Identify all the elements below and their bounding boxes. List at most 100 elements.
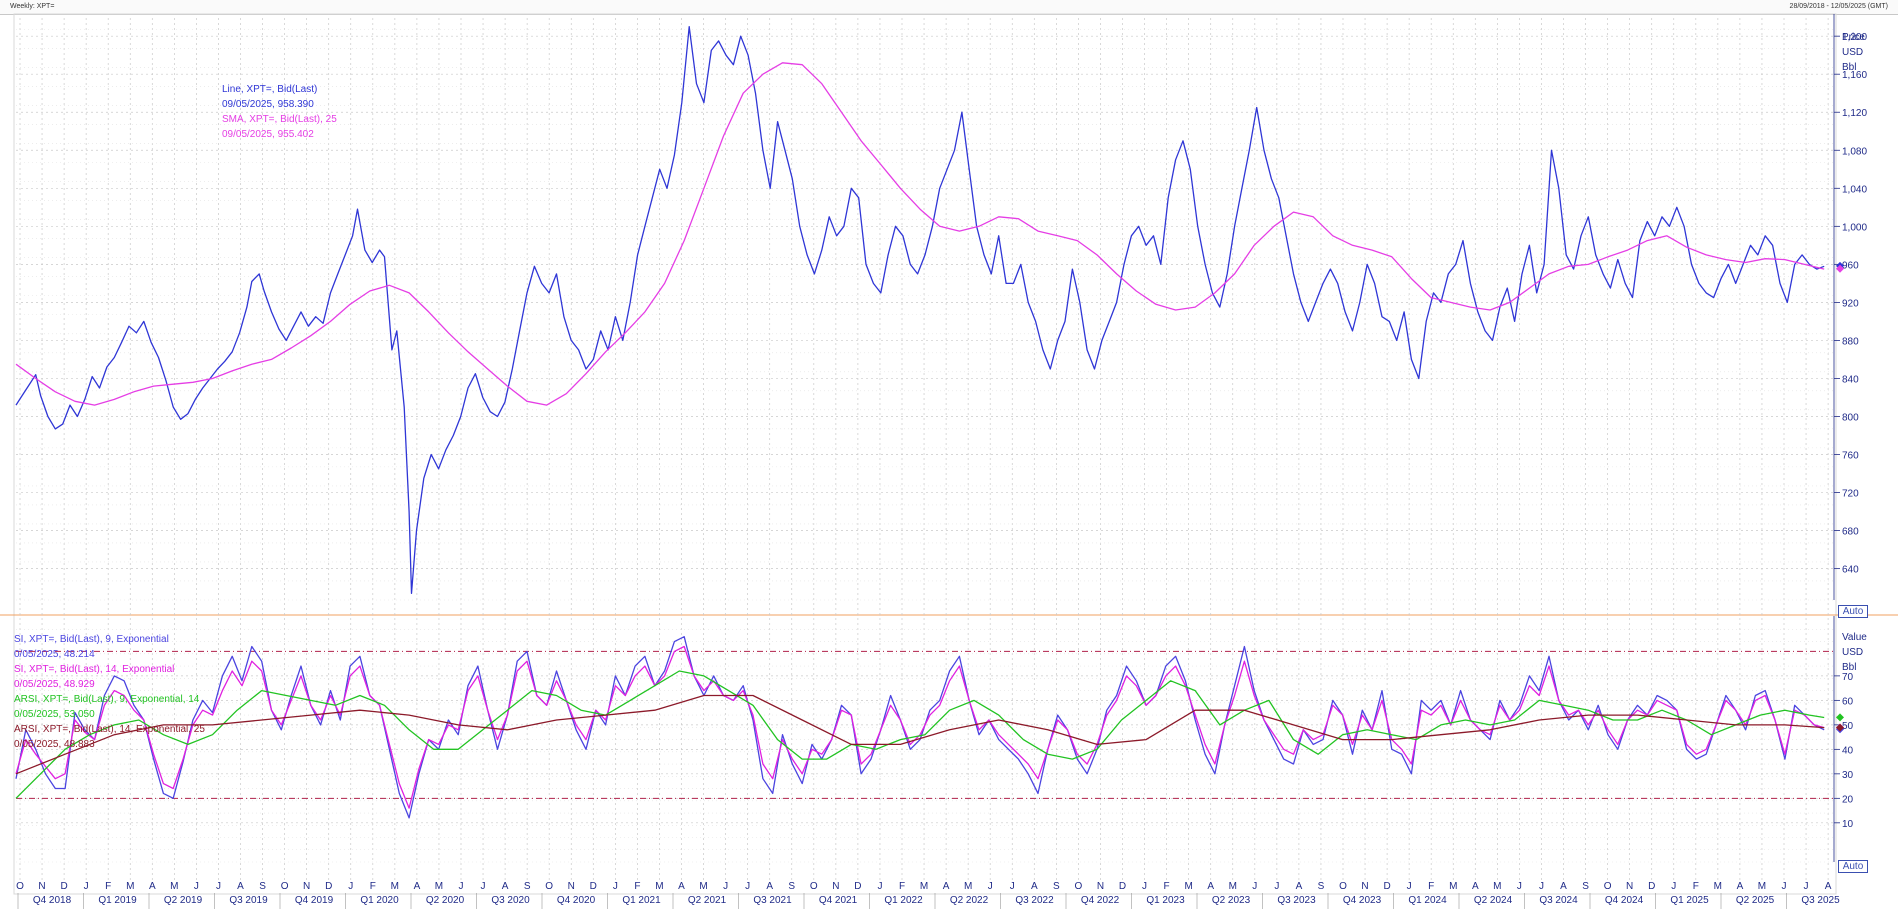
x-month-label: J bbox=[348, 881, 353, 892]
x-month-label: N bbox=[568, 881, 575, 892]
x-month-label: M bbox=[435, 881, 443, 892]
y-tick-label: 10 bbox=[1842, 819, 1854, 830]
legend-entry-value: 09/05/2025, 955.402 bbox=[222, 129, 314, 140]
x-month-label: S bbox=[1053, 881, 1060, 892]
y-tick-label: 1,000 bbox=[1842, 222, 1867, 233]
x-month-label: O bbox=[1604, 881, 1612, 892]
legend-entry-value: 0/05/2025, 48.214 bbox=[14, 649, 95, 660]
x-month-label: A bbox=[1737, 881, 1744, 892]
y-axis-unit-label: Price bbox=[1842, 32, 1865, 43]
legend-entry-value: 0/05/2025, 48.883 bbox=[14, 739, 95, 750]
y-tick-label: 1,160 bbox=[1842, 70, 1867, 81]
x-quarter-label: Q4 2021 bbox=[819, 895, 858, 906]
x-month-label: N bbox=[1626, 881, 1633, 892]
x-month-label: M bbox=[1758, 881, 1766, 892]
y-tick-label: 800 bbox=[1842, 412, 1859, 423]
y-tick-label: 20 bbox=[1842, 794, 1854, 805]
x-month-label: D bbox=[1383, 881, 1390, 892]
x-month-label: N bbox=[832, 881, 839, 892]
x-quarter-label: Q4 2022 bbox=[1081, 895, 1120, 906]
x-month-label: J bbox=[723, 881, 728, 892]
x-month-label: A bbox=[943, 881, 950, 892]
y-axis-unit-label: Value bbox=[1842, 632, 1867, 643]
series-line-price-1 bbox=[15, 62, 1825, 406]
x-quarter-label: Q1 2022 bbox=[884, 895, 923, 906]
x-month-label: D bbox=[590, 881, 597, 892]
last-value-marker bbox=[1836, 713, 1844, 722]
x-quarter-label: Q4 2023 bbox=[1343, 895, 1382, 906]
chart-title: Weekly: XPT= bbox=[10, 3, 55, 10]
legend-entry-value: 09/05/2025, 958.390 bbox=[222, 99, 314, 110]
x-month-label: J bbox=[613, 881, 618, 892]
x-quarter-label: Q3 2020 bbox=[491, 895, 530, 906]
x-month-label: N bbox=[1361, 881, 1368, 892]
y-tick-label: 30 bbox=[1842, 770, 1854, 781]
y-tick-label: 880 bbox=[1842, 336, 1859, 347]
x-month-label: A bbox=[1472, 881, 1479, 892]
x-month-label: M bbox=[655, 881, 663, 892]
y-tick-label: 1,200 bbox=[1842, 32, 1867, 43]
x-month-label: A bbox=[149, 881, 156, 892]
x-month-label: M bbox=[1714, 881, 1722, 892]
date-range: 28/09/2018 - 12/05/2025 (GMT) bbox=[1789, 3, 1888, 10]
legend-entry-name: SMA, XPT=, Bid(Last), 25 bbox=[222, 114, 337, 125]
x-month-label: M bbox=[1449, 881, 1457, 892]
x-month-label: M bbox=[391, 881, 399, 892]
x-quarter-label: Q1 2025 bbox=[1670, 895, 1709, 906]
x-month-label: J bbox=[988, 881, 993, 892]
x-month-label: M bbox=[1184, 881, 1192, 892]
x-month-label: J bbox=[1804, 881, 1809, 892]
x-month-label: F bbox=[1428, 881, 1434, 892]
x-month-label: J bbox=[84, 881, 89, 892]
x-month-label: D bbox=[60, 881, 67, 892]
y-tick-label: 1,040 bbox=[1842, 184, 1867, 195]
y-axis-unit-label: Bbl bbox=[1842, 62, 1856, 73]
x-quarter-label: Q3 2022 bbox=[1015, 895, 1054, 906]
x-quarter-label: Q2 2022 bbox=[950, 895, 989, 906]
x-month-label: D bbox=[1648, 881, 1655, 892]
x-month-label: D bbox=[325, 881, 332, 892]
x-month-label: M bbox=[170, 881, 178, 892]
legend-entry-name: SI, XPT=, Bid(Last), 9, Exponential bbox=[14, 634, 169, 645]
x-quarter-label: Q3 2023 bbox=[1277, 895, 1316, 906]
x-quarter-label: Q1 2023 bbox=[1146, 895, 1185, 906]
x-quarter-label: Q3 2024 bbox=[1539, 895, 1578, 906]
x-month-label: A bbox=[1296, 881, 1303, 892]
x-month-label: J bbox=[745, 881, 750, 892]
series-line-rsi-0 bbox=[15, 636, 1825, 819]
x-month-label: M bbox=[699, 881, 707, 892]
x-month-label: F bbox=[105, 881, 111, 892]
x-month-label: O bbox=[16, 881, 24, 892]
legend-entry-name: ARSI, XPT=, Bid(Last), 9, Exponential, 1… bbox=[14, 694, 200, 705]
x-quarter-label: Q3 2025 bbox=[1801, 895, 1840, 906]
price-auto-scale-button[interactable]: Auto bbox=[1838, 605, 1868, 618]
y-tick-label: 720 bbox=[1842, 489, 1859, 500]
x-month-label: M bbox=[920, 881, 928, 892]
x-month-label: J bbox=[1517, 881, 1522, 892]
rsi-auto-scale-button[interactable]: Auto bbox=[1838, 860, 1868, 873]
x-month-label: J bbox=[877, 881, 882, 892]
x-month-label: N bbox=[1097, 881, 1104, 892]
x-month-label: F bbox=[370, 881, 376, 892]
y-axis-unit-label: Bbl bbox=[1842, 662, 1856, 673]
y-tick-label: 640 bbox=[1842, 565, 1859, 576]
x-month-label: J bbox=[459, 881, 464, 892]
x-quarter-label: Q2 2023 bbox=[1212, 895, 1251, 906]
x-month-label: S bbox=[1582, 881, 1589, 892]
x-month-label: O bbox=[1339, 881, 1347, 892]
y-tick-label: 760 bbox=[1842, 451, 1859, 462]
x-quarter-label: Q1 2021 bbox=[622, 895, 661, 906]
x-month-label: F bbox=[1164, 881, 1170, 892]
series-line-price-0 bbox=[15, 26, 1825, 594]
x-month-label: O bbox=[1075, 881, 1083, 892]
y-tick-label: 1,120 bbox=[1842, 108, 1867, 119]
x-quarter-label: Q1 2020 bbox=[360, 895, 399, 906]
y-tick-label: 60 bbox=[1842, 696, 1854, 707]
x-quarter-label: Q2 2020 bbox=[426, 895, 465, 906]
x-month-label: J bbox=[1274, 881, 1279, 892]
y-axis-unit-label: USD bbox=[1842, 647, 1863, 658]
x-quarter-label: Q2 2024 bbox=[1474, 895, 1513, 906]
x-month-label: A bbox=[1560, 881, 1567, 892]
x-month-label: J bbox=[481, 881, 486, 892]
x-quarter-label: Q4 2019 bbox=[295, 895, 334, 906]
